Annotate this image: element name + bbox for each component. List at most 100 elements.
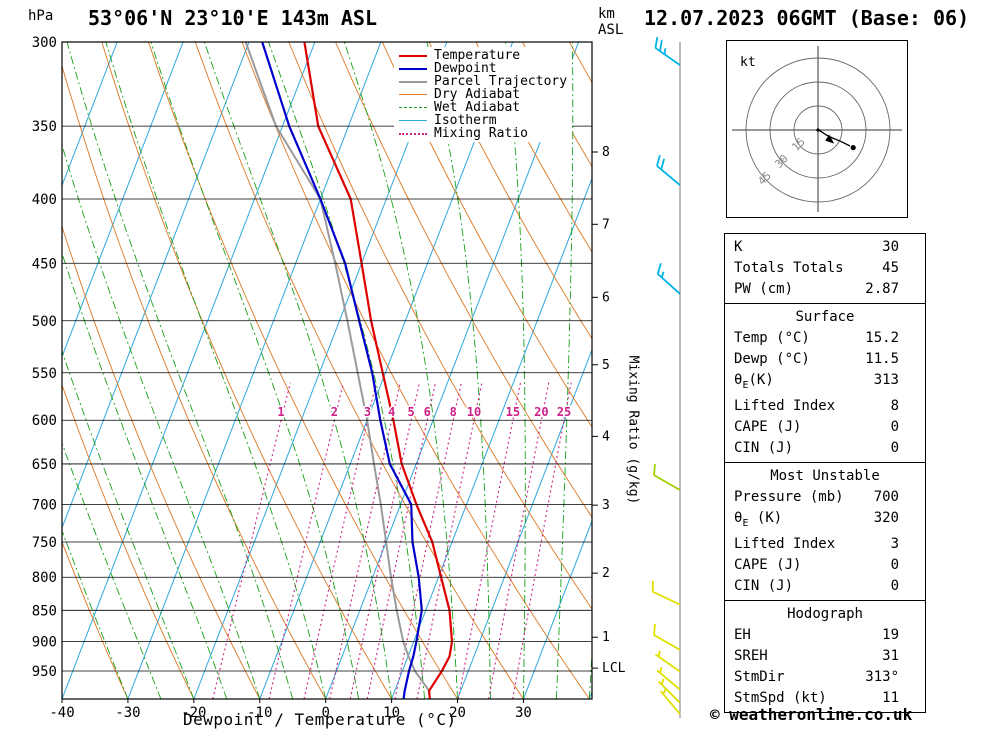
pressure-tick-label: 950 (32, 664, 57, 680)
pressure-tick-label: 700 (32, 497, 57, 513)
temp-tick-label: -40 (49, 705, 74, 721)
wind-barb (654, 650, 681, 673)
station-title: 53°06'N 23°10'E 143m ASL (88, 6, 377, 30)
wind-barb (654, 36, 681, 66)
stat-label: StmSpd (kt) (734, 689, 827, 706)
stats-section-surface: Surface Temp (°C) 15.2 Dewp (°C) 11.5 θE(K) 31… (724, 303, 926, 463)
dry-adiabat-line (62, 383, 195, 699)
mixing-ratio-label: 25 (557, 405, 571, 419)
stat-row: StmSpd (kt) 11 (725, 688, 925, 709)
storm-motion-marker (825, 134, 835, 144)
stat-value: 19 (882, 626, 899, 643)
stat-row: θE(K) 313 (725, 370, 925, 396)
wet-adiabat-line (62, 441, 162, 699)
stat-value: 45 (882, 260, 899, 276)
stat-value: 3 (890, 535, 899, 552)
wet-adiabat-line (66, 42, 294, 699)
legend-line-sample (399, 94, 427, 95)
mixing-ratio-line (212, 382, 291, 699)
stat-label: CAPE (J) (734, 556, 802, 573)
stat-value: 11.5 (865, 351, 899, 367)
dry-adiabat-line (428, 42, 592, 340)
legend-label: Dry Adiabat (434, 87, 521, 102)
wind-barb (651, 580, 681, 606)
temp-tick-label: -20 (181, 705, 206, 721)
legend-item: Parcel Trajectory (399, 75, 567, 88)
stat-row: CIN (J) 0 (725, 438, 925, 459)
temp-tick-label: 10 (383, 705, 400, 721)
legend-label: Parcel Trajectory (434, 74, 568, 89)
isotherm-line (193, 42, 448, 699)
stat-label: Temp (°C) (734, 330, 810, 346)
hodograph-trace (817, 129, 851, 147)
mixing-ratio-line (457, 382, 522, 699)
km-tick-label: 5 (602, 358, 610, 373)
stat-label: Lifted Index (734, 535, 836, 552)
hodograph-unit-label: kt (740, 55, 756, 70)
stat-label: CIN (J) (734, 439, 794, 456)
pressure-tick-label: 600 (32, 413, 57, 429)
stat-value: 31 (882, 647, 899, 664)
stat-value: 2.87 (865, 281, 899, 297)
km-tick-label: 1 (602, 630, 610, 645)
wind-barb (656, 666, 681, 691)
hodograph-end-dot (850, 145, 856, 151)
mixing-ratio-line (268, 382, 344, 699)
pressure-tick-label: 300 (32, 35, 57, 51)
legend-label: Wet Adiabat (434, 100, 521, 115)
stat-value: 313° (865, 668, 899, 685)
isotherm-line (457, 348, 592, 699)
temp-tick-label: 20 (449, 705, 466, 721)
km-tick-label: 3 (602, 498, 610, 513)
stats-section-title: Most Unstable (770, 467, 880, 484)
wind-barb (656, 263, 681, 295)
stat-label: StmDir (734, 668, 785, 685)
legend-line-sample (399, 80, 427, 83)
legend-item: Isotherm (399, 114, 567, 127)
stat-value: 0 (890, 577, 899, 594)
km-tick-label: 2 (602, 566, 610, 581)
stat-label: PW (cm) (734, 281, 794, 297)
legend-label: Mixing Ratio (434, 126, 528, 141)
stat-row: EH 19 (725, 625, 925, 646)
pressure-tick-label: 500 (32, 314, 57, 330)
stat-value: 313 (873, 372, 899, 388)
dry-adiabat-line (475, 42, 592, 253)
hodograph-frame (726, 40, 908, 218)
isotherm-line (127, 42, 382, 699)
temp-tick-label: -30 (115, 705, 140, 721)
stat-value: 700 (873, 488, 899, 505)
plot-frame (61, 41, 593, 700)
km-tick-label: 4 (602, 429, 610, 444)
hodograph-ring-label: 15 (789, 135, 808, 154)
mixing-ratio-line (303, 382, 377, 699)
legend-label: Isotherm (434, 113, 497, 128)
wind-barb (660, 688, 681, 715)
pressure-tick-label: 800 (32, 570, 57, 586)
pressure-tick-label: 400 (32, 192, 57, 208)
wind-barb (653, 623, 681, 651)
temp-tick-label: -10 (247, 705, 272, 721)
dry-adiabat-line (62, 540, 129, 699)
legend-line-sample (399, 54, 427, 57)
pressure-tick-label: 750 (32, 535, 57, 551)
hodograph-ring (745, 57, 891, 203)
stat-value: 320 (873, 509, 899, 526)
stat-label: CIN (J) (734, 577, 794, 594)
stat-label: Lifted Index (734, 397, 836, 414)
stat-label: Totals Totals (734, 260, 844, 276)
isotherm-line (62, 42, 118, 187)
isotherm-line (62, 42, 250, 530)
mixing-ratio-label: 3 (364, 405, 371, 419)
stat-row: PW (cm) 2.87 (725, 279, 925, 300)
legend-label: Temperature (434, 48, 521, 63)
stat-row: Temp (°C) 15.2 (725, 328, 925, 349)
wind-barb (656, 155, 681, 186)
hodograph-origin-dot (816, 128, 820, 132)
stats-panel: K 30 Totals Totals 45 PW (cm) 2.87 Surface Temp… (724, 233, 926, 713)
isotherm-line (62, 42, 184, 358)
stat-row: Lifted Index 8 (725, 396, 925, 417)
stat-row: K 30 (725, 237, 925, 258)
stat-value: 30 (882, 239, 899, 255)
